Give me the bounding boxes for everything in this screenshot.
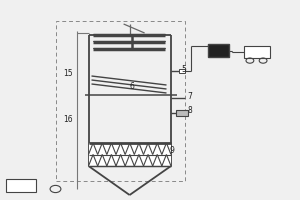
Text: 14: 14 <box>216 47 226 56</box>
Text: 5: 5 <box>182 65 186 74</box>
Text: 7: 7 <box>188 92 192 101</box>
Text: 8: 8 <box>188 106 192 115</box>
Text: 13: 13 <box>261 47 271 56</box>
Bar <box>176 110 188 116</box>
Bar <box>208 44 230 57</box>
Bar <box>244 46 270 58</box>
Bar <box>6 179 36 192</box>
Text: 15: 15 <box>63 69 73 78</box>
Bar <box>88 143 171 166</box>
Bar <box>178 69 184 73</box>
Text: 16: 16 <box>63 115 73 124</box>
Text: 9: 9 <box>169 146 174 155</box>
Text: 6: 6 <box>129 82 134 91</box>
